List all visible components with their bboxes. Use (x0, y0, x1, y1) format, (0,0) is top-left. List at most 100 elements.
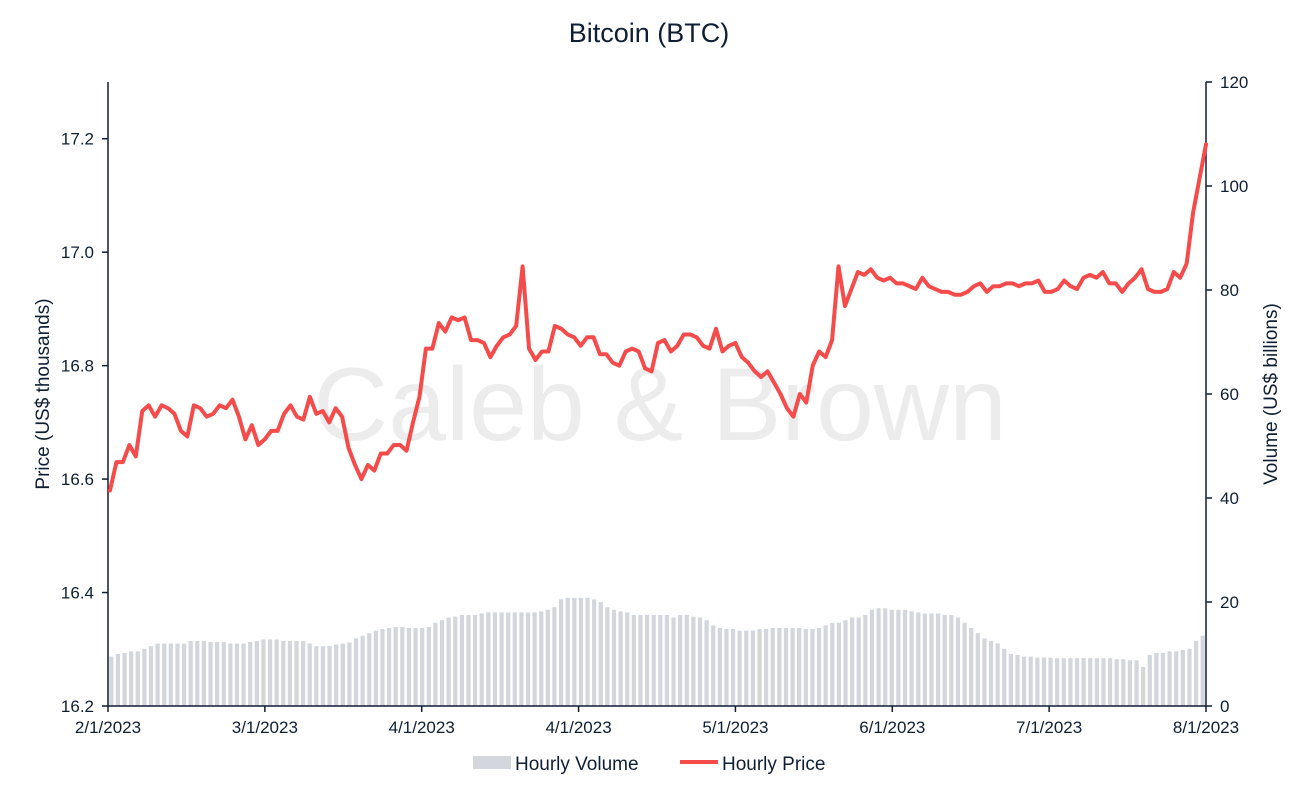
volume-bar (955, 617, 961, 706)
legend-volume-swatch (473, 756, 511, 769)
volume-bar (287, 641, 293, 706)
volume-bar (592, 599, 597, 706)
volume-bar (558, 599, 564, 706)
volume-bar (856, 617, 861, 706)
volume-bar (922, 613, 927, 706)
volume-bar (552, 607, 557, 706)
left-tick-label: 17.2 (61, 130, 94, 149)
volume-bar (413, 628, 418, 706)
left-tick-label: 16.2 (61, 697, 94, 716)
x-tick-label: 4/1/2023 (545, 718, 611, 737)
volume-bar (1147, 655, 1152, 706)
volume-bar (525, 612, 531, 706)
volume-bar (1035, 657, 1040, 706)
volume-bar (803, 629, 808, 706)
volume-bar (486, 612, 491, 706)
volume-bar (664, 615, 670, 706)
volume-bar (367, 633, 372, 706)
volume-bar (1008, 654, 1013, 706)
volume-bar (380, 629, 385, 706)
volume-bar (843, 620, 848, 706)
volume-bar (1021, 656, 1027, 706)
volume-bar (565, 597, 570, 706)
volume-bar (188, 641, 193, 706)
volume-bar (764, 629, 769, 706)
x-tick-label: 3/1/2023 (232, 718, 298, 737)
volume-bar (373, 630, 378, 706)
volume-bar (750, 630, 756, 706)
volume-bar (1074, 658, 1080, 706)
chart-title: Bitcoin (BTC) (569, 18, 730, 48)
volume-bar (314, 646, 319, 706)
volume-bars (109, 597, 1205, 706)
volume-bar (797, 628, 802, 706)
x-tick-label: 2/1/2023 (75, 718, 141, 737)
volume-bar (982, 638, 987, 706)
left-tick-label: 16.6 (61, 470, 94, 489)
volume-bar (730, 629, 736, 706)
volume-bar (254, 641, 259, 706)
volume-bar (1048, 657, 1053, 706)
volume-bar (393, 626, 398, 706)
volume-bar (234, 643, 240, 706)
volume-bar (678, 615, 683, 706)
right-axis-label: Volume (US$ billions) (1261, 303, 1282, 485)
volume-bar (783, 628, 789, 706)
volume-bar (876, 608, 881, 706)
volume-bar (215, 642, 220, 706)
volume-bar (281, 641, 286, 706)
volume-bar (228, 643, 233, 706)
volume-bar (810, 629, 815, 706)
volume-bar (816, 628, 822, 706)
volume-bar (598, 602, 603, 706)
left-ticks: 16.2 16.4 16.6 16.8 17.0 17.2 (61, 130, 108, 716)
volume-bar (744, 630, 749, 706)
x-ticks: 2/1/2023 3/1/2023 4/1/2023 4/1/2023 5/1/2023… (75, 706, 1239, 737)
volume-bar (433, 622, 438, 706)
legend-volume-label: Hourly Volume (515, 754, 639, 775)
volume-bar (823, 625, 828, 706)
volume-bar (241, 643, 246, 706)
volume-bar (267, 639, 273, 706)
volume-bar (148, 646, 154, 706)
volume-bar (307, 643, 312, 706)
volume-bar (466, 615, 471, 706)
x-tick-label: 5/1/2023 (702, 718, 768, 737)
volume-bar (334, 644, 339, 706)
volume-bar (962, 622, 967, 706)
volume-bar (274, 639, 279, 706)
volume-bar (208, 642, 213, 706)
volume-bar (1068, 658, 1073, 706)
volume-bar (301, 641, 306, 706)
volume-bar (757, 629, 762, 706)
volume-bar (611, 609, 617, 706)
volume-bar (1114, 659, 1119, 706)
volume-bar (115, 654, 121, 706)
volume-bar (889, 609, 894, 706)
volume-bar (1041, 657, 1047, 706)
volume-bar (353, 638, 359, 706)
right-tick-label: 40 (1220, 489, 1239, 508)
volume-bar (883, 608, 888, 706)
volume-bar (1127, 660, 1133, 706)
volume-bar (909, 611, 914, 706)
volume-bar (644, 615, 650, 706)
volume-bar (453, 616, 458, 706)
volume-bar (1180, 649, 1185, 706)
volume-bar (988, 641, 994, 706)
right-tick-label: 60 (1220, 385, 1239, 404)
volume-bar (777, 628, 782, 706)
volume-bar (651, 615, 656, 706)
volume-bar (942, 615, 947, 706)
volume-bar (129, 651, 134, 706)
volume-bar (294, 641, 299, 706)
volume-bar (737, 630, 742, 706)
volume-bar (585, 597, 590, 706)
volume-bar (869, 609, 875, 706)
volume-bar (195, 641, 200, 706)
volume-bar (1160, 652, 1166, 706)
volume-bar (109, 656, 114, 706)
right-tick-label: 100 (1220, 177, 1248, 196)
right-tick-label: 20 (1220, 593, 1239, 612)
